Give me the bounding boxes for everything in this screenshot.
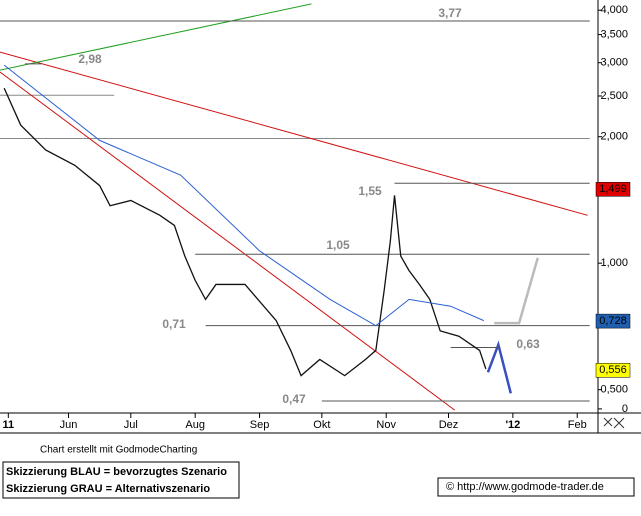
- y-tick-label: 0: [622, 403, 628, 415]
- trend-line: [0, 71, 456, 411]
- x-tick-label: '12: [505, 419, 520, 431]
- y-tick-label: 1,000: [600, 257, 628, 269]
- icon: [603, 417, 625, 429]
- x-tick-label: Feb: [568, 419, 587, 431]
- x-tick-label: Sep: [250, 419, 270, 431]
- level-label: 0,47: [282, 392, 306, 406]
- level-label: 0,71: [162, 317, 186, 331]
- x-tick-label: Jul: [124, 419, 138, 431]
- x-tick-label: Dez: [439, 419, 459, 431]
- level-label: 3,77: [438, 6, 462, 20]
- legend-box: [2, 461, 240, 499]
- level-label: 0,63: [516, 337, 540, 351]
- y-tick-label: 2,000: [600, 131, 628, 143]
- y-tick-label: 3,000: [600, 57, 628, 69]
- trend-line: [494, 257, 539, 325]
- trend-line: [0, 51, 588, 216]
- x-tick-label: Aug: [185, 419, 205, 431]
- price-tag-label: 1,499: [599, 183, 627, 195]
- x-tick-label: 11: [2, 419, 14, 431]
- x-tick-label: Okt: [313, 419, 330, 431]
- price-tag: [595, 313, 631, 329]
- url-box: [437, 477, 635, 497]
- y-tick-label: 0,500: [600, 384, 628, 396]
- level-label: 1,05: [326, 238, 350, 252]
- price-tag-label: 0,556: [599, 364, 627, 376]
- price-tag: [595, 182, 631, 197]
- price-line: [3, 87, 487, 377]
- price-tag-label: 0,728: [599, 315, 627, 327]
- credit: Chart erstellt mit GodmodeCharting: [40, 445, 197, 456]
- y-tick-label: 3,500: [600, 28, 628, 40]
- y-tick-label: 4,000: [600, 4, 628, 16]
- legend-text: Skizzierung GRAU = Alternativszenario: [6, 483, 210, 495]
- trend-line: [486, 340, 513, 394]
- y-tick-label: 2,500: [600, 90, 628, 102]
- trend-line: [0, 3, 312, 71]
- price-tag: [595, 363, 631, 378]
- level-label: 2,98: [78, 52, 102, 66]
- price-line: [3, 64, 484, 327]
- x-tick-label: Nov: [376, 419, 396, 431]
- legend-text: Skizzierung BLAU = bevorzugtes Szenario: [6, 466, 227, 478]
- url: © http://www.godmode-trader.de: [446, 481, 604, 493]
- x-tick-label: Jun: [60, 419, 78, 431]
- level-label: 1,55: [358, 184, 382, 198]
